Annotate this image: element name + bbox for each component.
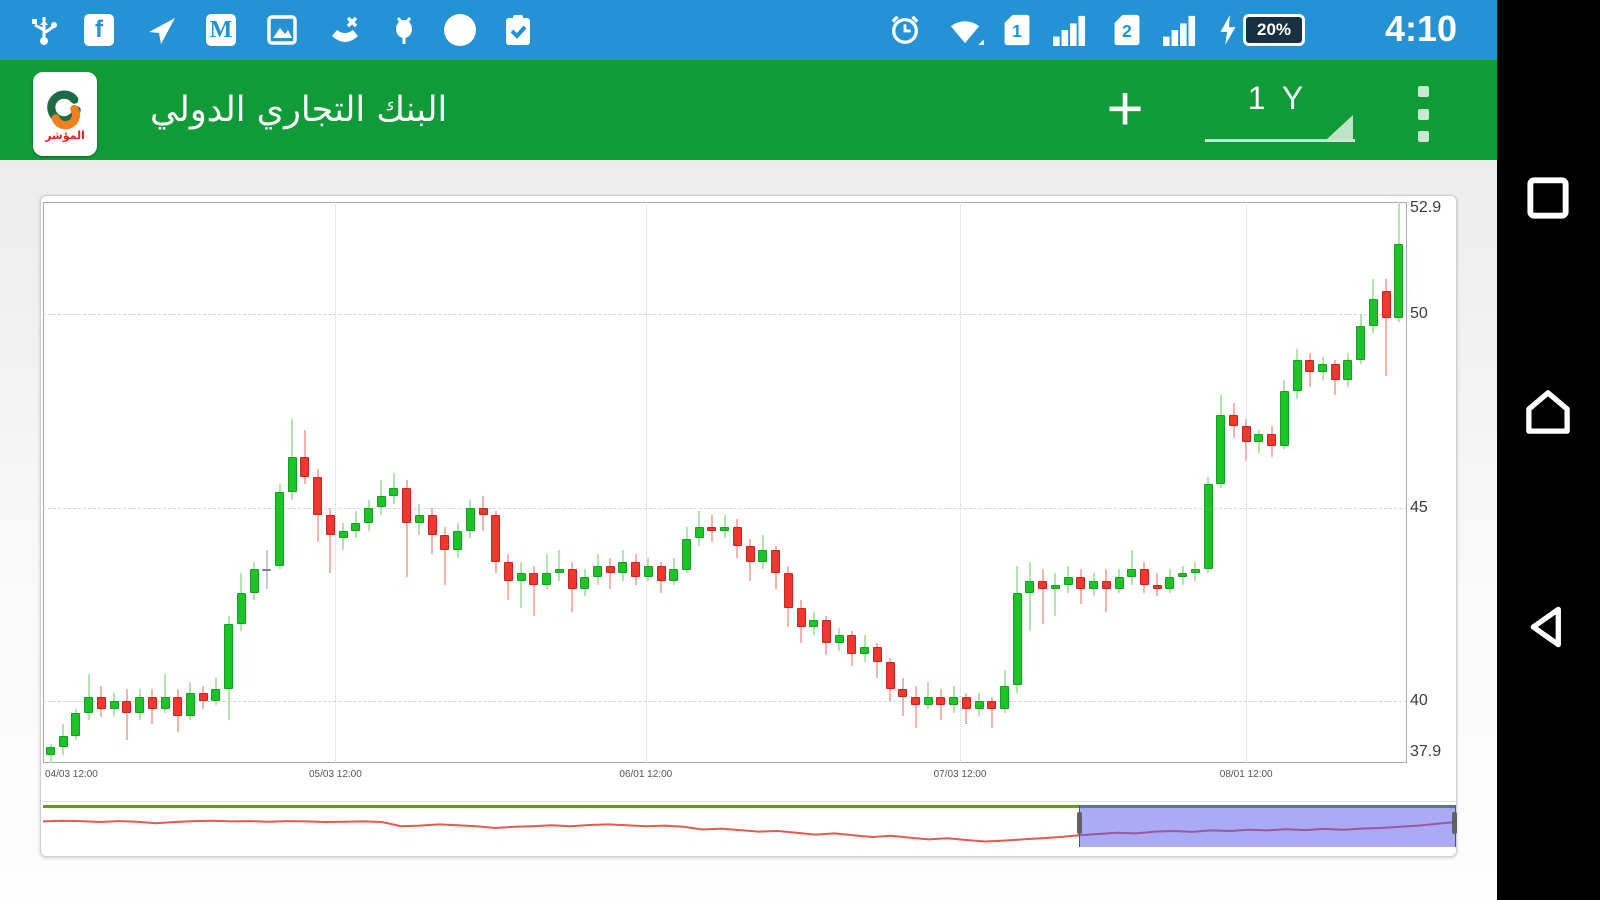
range-selector-underline (1205, 139, 1355, 142)
overflow-dot-icon (1417, 108, 1429, 120)
send-icon (149, 18, 175, 44)
sim1-icon: 1 (1004, 14, 1030, 46)
charging-bolt-icon (1220, 14, 1236, 46)
sim1-number: 1 (1012, 21, 1022, 41)
logo-swirl-icon (47, 90, 81, 129)
content-area: 04/03 12:00 05/03 12:00 06/01 12:00 07/03 1… (0, 160, 1497, 900)
home-button[interactable] (1523, 387, 1573, 437)
app-bar: المؤشر البنك التجاري الدولي + 1 Y (0, 60, 1497, 160)
x-axis-label: 08/01 12:00 (1219, 769, 1273, 780)
page-title: البنك التجاري الدولي (150, 90, 448, 130)
clipboard-icon (506, 15, 530, 45)
missed-call-icon (332, 16, 358, 42)
candlestick-chart[interactable] (43, 202, 1407, 763)
status-bar: f M 1 2 (0, 0, 1497, 60)
range-selector-dropdown[interactable]: 1 Y (1200, 80, 1355, 146)
navigator-selection[interactable] (1077, 805, 1457, 847)
y-axis-label: 45 (1410, 498, 1428, 516)
x-axis-label: 05/03 12:00 (308, 769, 362, 780)
gmail-icon: M (206, 14, 236, 46)
wifi-icon (950, 21, 985, 46)
divider (43, 801, 1456, 802)
android-navigation-bar (1497, 0, 1600, 900)
y-axis-label: 52.9 (1410, 199, 1442, 216)
sim2-number: 2 (1122, 21, 1132, 41)
x-axis-label: 07/03 12:00 (933, 769, 987, 780)
battery-percent: 20% (1256, 20, 1292, 39)
navigator-left-handle[interactable] (1077, 812, 1082, 834)
device-icon (396, 17, 412, 44)
navigator-topline (43, 805, 1456, 808)
dropdown-caret-icon (1327, 115, 1353, 139)
y-axis-label: 50 (1410, 305, 1428, 322)
circle-icon (444, 14, 476, 46)
range-selector-value: 1 Y (1247, 80, 1308, 116)
back-button[interactable] (1523, 602, 1573, 652)
facebook-icon: f (84, 14, 114, 46)
overflow-dot-icon (1417, 86, 1429, 97)
navigator-strip[interactable] (42, 805, 1457, 847)
usb-icon (32, 17, 57, 45)
x-axis-label: 06/01 12:00 (619, 769, 673, 780)
sim2-icon: 2 (1114, 14, 1140, 46)
battery-icon: 20% (1243, 14, 1305, 46)
gallery-icon (267, 15, 297, 45)
recents-button[interactable] (1523, 173, 1573, 223)
x-axis-label: 04/03 12:00 (45, 769, 98, 780)
logo-text: المؤشر (45, 128, 85, 142)
y-axis-label: 40 (1410, 692, 1428, 709)
app-logo: المؤشر (33, 72, 97, 156)
signal1-icon (1053, 15, 1086, 46)
chart-card: 04/03 12:00 05/03 12:00 06/01 12:00 07/03 1… (40, 195, 1457, 857)
signal2-icon (1163, 15, 1196, 46)
status-time: 4:10 (1384, 8, 1457, 49)
add-button[interactable]: + (1106, 72, 1144, 144)
y-axis-label: 37.9 (1410, 743, 1442, 760)
navigator-right-handle[interactable] (1452, 812, 1457, 834)
overflow-menu-button[interactable] (1412, 86, 1434, 142)
alarm-icon (891, 15, 919, 44)
overflow-dot-icon (1417, 131, 1429, 142)
